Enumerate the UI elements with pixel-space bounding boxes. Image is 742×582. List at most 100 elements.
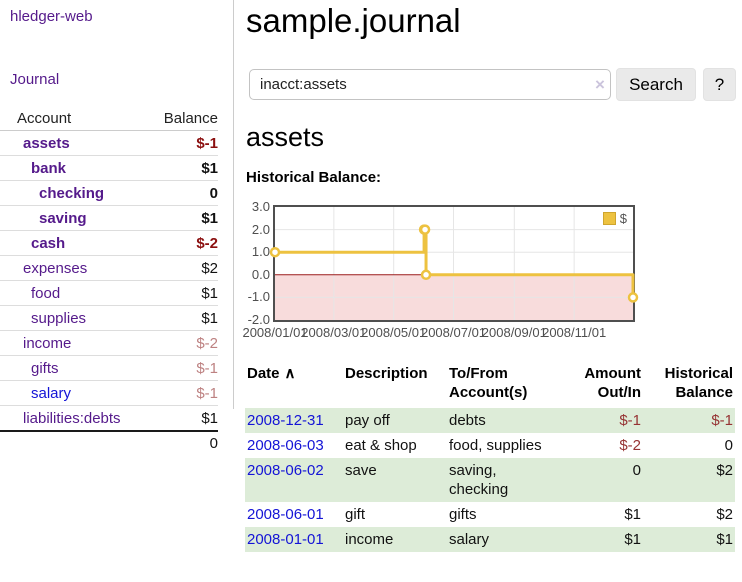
- y-axis-tick-label: -1.0: [247, 289, 270, 305]
- register-amount-cell: $-2: [619, 437, 641, 454]
- sidebar-account-link[interactable]: assets: [23, 134, 70, 152]
- transaction-date-link[interactable]: 2008-06-01: [247, 506, 324, 523]
- clear-search-icon[interactable]: ×: [595, 75, 605, 94]
- register-row: 2008-06-02 save saving, checking 0 $2: [245, 458, 735, 502]
- nav-journal-link[interactable]: Journal: [10, 71, 60, 88]
- chart-section-label: Historical Balance:: [246, 169, 382, 186]
- sidebar-divider: [233, 0, 234, 409]
- register-tofrom-cell: salary: [449, 531, 490, 548]
- register-row: 2008-01-01 income salary $1 $1: [245, 527, 735, 552]
- sidebar-account-link[interactable]: liabilities:debts: [23, 409, 121, 427]
- sidebar-account-link[interactable]: food: [31, 284, 61, 302]
- sidebar-account-row: saving $1: [0, 205, 218, 230]
- transaction-date-link[interactable]: 2008-12-31: [247, 412, 324, 429]
- accounts-table-header: Account Balance: [0, 106, 218, 131]
- sidebar-account-row: bank $1: [0, 155, 218, 180]
- sidebar-account-balance: $1: [201, 159, 218, 177]
- sidebar-account-link[interactable]: income: [23, 334, 72, 352]
- register-balance-cell: $1: [716, 531, 733, 548]
- sidebar-account-balance: $-2: [196, 234, 218, 252]
- register-balance-cell: 0: [724, 437, 733, 454]
- sidebar-account-balance: $-2: [196, 334, 218, 352]
- register-amount-cell: $1: [624, 531, 641, 548]
- register-header-row: Date ∧ Description To/From Account(s) Amount…: [245, 362, 735, 408]
- accounts-total-row: 0: [0, 430, 218, 456]
- register-balance-cell: $2: [716, 506, 733, 523]
- sidebar-account-link[interactable]: salary: [31, 384, 72, 402]
- sidebar-account-link[interactable]: cash: [31, 234, 66, 252]
- register-tofrom-cell: debts: [449, 412, 486, 429]
- register-column-header: Description: [345, 365, 428, 382]
- sidebar-account-row: salary $-1: [0, 380, 218, 405]
- transaction-date-link[interactable]: 2008-06-03: [247, 437, 324, 454]
- accounts-header-balance: Balance: [163, 109, 218, 127]
- x-axis-tick-label: 2008/07/01: [420, 325, 487, 340]
- register-description-cell: income: [345, 531, 394, 548]
- accounts-table: Account Balance assets $-1 bank $1 checking 0…: [0, 106, 226, 456]
- sidebar-account-balance: $1: [201, 209, 218, 227]
- x-axis-tick-label: 2008/11/01: [542, 325, 607, 340]
- register-amount-cell: $-1: [619, 412, 641, 429]
- sidebar-account-row: food $1: [0, 280, 218, 305]
- search-button[interactable]: Search: [616, 68, 696, 101]
- register-date-cell: 2008-12-31: [245, 408, 343, 433]
- x-axis-tick-label: 2008/01/01: [242, 325, 308, 340]
- register-column-header[interactable]: Date ∧: [247, 365, 296, 382]
- legend-swatch-icon: [602, 212, 616, 225]
- register-balance-cell: $2: [716, 462, 733, 479]
- y-axis-tick-label: 3.0: [251, 199, 270, 214]
- register-amount-cell: $1: [624, 506, 641, 523]
- sidebar-account-balance: $-1: [196, 359, 218, 377]
- sidebar-account-link[interactable]: saving: [39, 209, 87, 227]
- register-balance-cell: $-1: [711, 412, 733, 429]
- accounts-header-account: Account: [17, 109, 72, 127]
- y-axis-tick-label: -2.0: [247, 312, 270, 327]
- sidebar-account-row: income $-2: [0, 330, 218, 355]
- accounts-total-value: 0: [209, 435, 218, 452]
- sidebar-account-link[interactable]: gifts: [31, 359, 59, 377]
- sidebar-account-row: checking 0: [0, 180, 218, 205]
- search-input[interactable]: [249, 69, 611, 100]
- x-axis-tick-label: 2008/05/01: [361, 325, 427, 340]
- sidebar-account-balance: $1: [201, 409, 218, 427]
- register-row: 2008-06-03 eat & shop food, supplies $-2 0: [245, 433, 735, 458]
- transaction-date-link[interactable]: 2008-06-02: [247, 462, 324, 479]
- sidebar-account-link[interactable]: checking: [39, 184, 105, 202]
- register-amount-cell: 0: [632, 462, 641, 479]
- sidebar-account-row: supplies $1: [0, 305, 218, 330]
- register-description-cell: save: [345, 462, 377, 479]
- sidebar-account-row: liabilities:debts $1: [0, 405, 218, 430]
- brand-link[interactable]: hledger-web: [10, 8, 93, 25]
- y-axis-tick-label: 2.0: [251, 221, 270, 237]
- sidebar-account-balance: $1: [201, 284, 218, 302]
- sort-asc-icon: ∧: [284, 365, 296, 382]
- transaction-date-link[interactable]: 2008-01-01: [247, 531, 324, 548]
- register-date-cell: 2008-01-01: [245, 527, 343, 552]
- sidebar-account-balance: $2: [201, 259, 218, 277]
- balance-chart-canvas: [269, 207, 639, 320]
- register-column-header: To/From Account(s): [449, 365, 528, 401]
- sidebar-account-link[interactable]: bank: [31, 159, 67, 177]
- y-axis-tick-label: 0.0: [251, 266, 270, 282]
- chart-legend: $: [600, 210, 629, 227]
- account-heading: assets: [246, 122, 325, 152]
- register-tofrom-cell: saving, checking: [449, 462, 509, 498]
- balance-chart[interactable]: $: [269, 205, 639, 322]
- register-row: 2008-12-31 pay off debts $-1 $-1: [245, 408, 735, 433]
- register-column-header: Historical Balance: [664, 365, 733, 401]
- register-tofrom-cell: gifts: [449, 506, 477, 523]
- sidebar-account-link[interactable]: supplies: [31, 309, 87, 327]
- sidebar-account-link[interactable]: expenses: [23, 259, 88, 277]
- register-description-cell: gift: [345, 506, 366, 523]
- help-button[interactable]: ?: [703, 68, 736, 101]
- register-column-header: Amount Out/In: [584, 365, 641, 401]
- register-row: 2008-06-01 gift gifts $1 $2: [245, 502, 735, 527]
- sidebar-account-balance: $-1: [196, 384, 218, 402]
- accounts-rows: assets $-1 bank $1 checking 0 saving $1 cash $-2 e…: [0, 131, 218, 430]
- register-description-cell: eat & shop: [345, 437, 417, 454]
- register-date-cell: 2008-06-03: [245, 433, 343, 458]
- sidebar-account-row: cash $-2: [0, 230, 218, 255]
- x-axis-tick-label: 2008/09/01: [481, 325, 547, 340]
- register-tofrom-cell: food, supplies: [449, 437, 542, 454]
